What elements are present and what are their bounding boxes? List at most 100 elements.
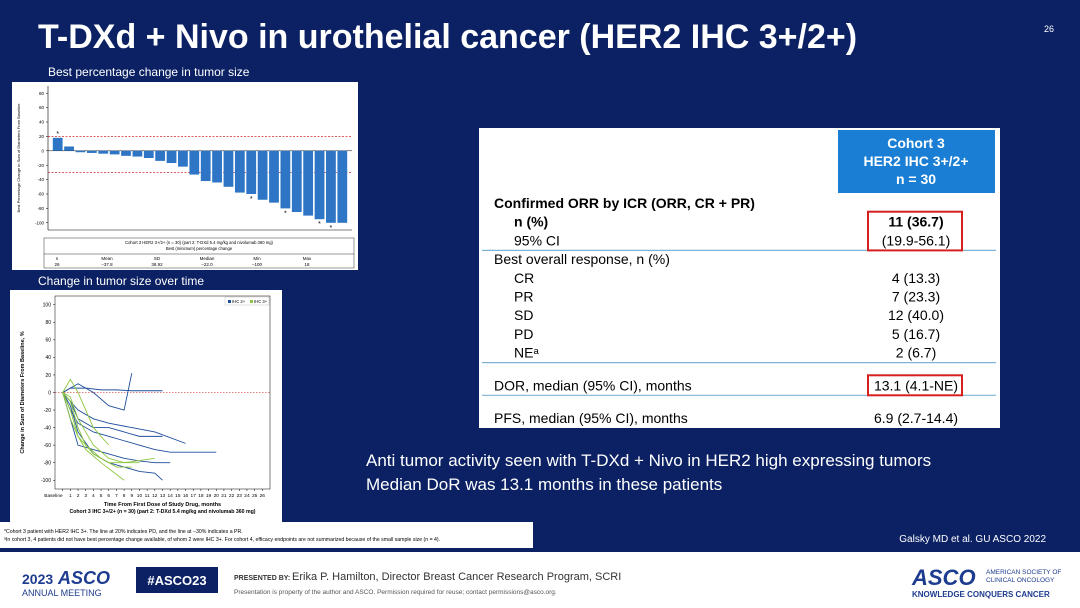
legend-swatch — [228, 300, 231, 303]
flag: * — [330, 225, 333, 232]
bar — [98, 150, 109, 154]
patient-line — [62, 373, 133, 411]
chart-panel — [10, 290, 282, 522]
stats-column: Min — [253, 256, 261, 261]
y-tick-label: -60 — [44, 443, 51, 449]
slide-number: 26 — [1044, 24, 1054, 34]
stats-caption: Cohort 3 HER2 3+/2+ (n = 30) (part 2: T-… — [125, 240, 273, 245]
table-header: HER2 IHC 3+/2+ — [863, 153, 968, 169]
bar — [234, 150, 245, 193]
x-tick-label: 17 — [191, 493, 197, 499]
bar — [121, 150, 131, 156]
patient-line — [62, 392, 171, 464]
flag: * — [284, 210, 287, 217]
x-tick-label: 2 — [77, 493, 80, 499]
y-tick-label: -20 — [37, 163, 44, 168]
x-tick-label: 7 — [115, 493, 118, 499]
x-axis-title: Time From First Dose of Study Drug, mont… — [104, 502, 221, 508]
stats-column: SD — [154, 256, 161, 261]
x-tick-label: 10 — [137, 493, 143, 499]
x-tick-label: 3 — [84, 493, 87, 499]
table-header: Cohort 3 — [887, 135, 945, 151]
row-value: 5 (16.7) — [892, 326, 940, 342]
x-tick-label: 24 — [244, 493, 250, 499]
y-tick-label: 100 — [43, 303, 52, 309]
bar — [223, 150, 234, 187]
patient-line — [62, 378, 110, 446]
y-tick-label: -40 — [44, 425, 51, 431]
bar — [86, 150, 97, 153]
x-tick-label: 9 — [130, 493, 133, 499]
y-tick-label: 60 — [45, 338, 51, 344]
bar — [52, 137, 63, 151]
footer-year: 2023 — [22, 571, 53, 587]
x-tick-label: 11 — [145, 493, 150, 499]
y-tick-label: -20 — [44, 408, 51, 414]
row-label: SD — [514, 307, 533, 323]
body-text: Median DoR was 13.1 months in these pati… — [366, 475, 722, 494]
footer-meeting: ANNUAL MEETING — [22, 588, 102, 598]
row-label: CR — [514, 270, 534, 286]
x-tick-label: 25 — [252, 493, 258, 499]
bar — [337, 150, 348, 223]
row-value: (19.9-56.1) — [882, 232, 950, 248]
y-tick-label: 0 — [41, 148, 44, 153]
legend-swatch — [250, 300, 253, 303]
x-tick-label: 20 — [214, 493, 220, 499]
y-tick-label: -80 — [44, 460, 51, 466]
row-value: 7 (23.3) — [892, 289, 940, 305]
stats-value: 38.92 — [151, 262, 163, 267]
bar — [64, 146, 74, 151]
x-tick-label: 13 — [160, 493, 166, 499]
bar — [155, 150, 166, 161]
patient-line — [62, 392, 125, 481]
legend-label: IHC 2+ — [232, 299, 246, 304]
y-axis-title: Best Percentage Change in Sum of Diamete… — [16, 103, 21, 213]
presented-by: PRESENTED BY: — [234, 575, 290, 582]
stats-caption: Best (minimum) percentage change — [166, 246, 233, 251]
footnote-panel — [0, 522, 533, 548]
row-value: 6.9 (2.7-14.4) — [874, 410, 958, 426]
bar — [178, 150, 188, 167]
x-tick-label: 4 — [92, 493, 95, 499]
row-label: PR — [514, 289, 533, 305]
x-tick-label: 21 — [221, 493, 227, 499]
bar — [132, 150, 143, 157]
patient-line — [62, 387, 163, 393]
y-tick-label: 0 — [48, 390, 51, 396]
x-tick-label: Baseline — [44, 493, 63, 499]
society-name: AMERICAN SOCIETY OF — [986, 569, 1061, 576]
y-tick-label: 80 — [39, 91, 45, 96]
legend-frame — [224, 296, 270, 306]
stats-column: Max — [303, 256, 312, 261]
bar — [246, 150, 257, 194]
bar — [212, 150, 222, 183]
stats-column: n — [56, 256, 59, 261]
chart-caption: Change in tumor size over time — [38, 274, 204, 288]
y-tick-label: -100 — [41, 478, 51, 484]
x-tick-label: 23 — [237, 493, 243, 499]
x-tick-label: 26 — [260, 493, 266, 499]
stats-value: −37.8 — [101, 262, 113, 267]
y-tick-label: 20 — [45, 373, 51, 379]
x-tick-label: 8 — [123, 493, 126, 499]
bar — [109, 150, 120, 155]
x-tick-label: 22 — [229, 493, 235, 499]
body-text: Anti tumor activity seen with T-DXd + Ni… — [366, 451, 931, 470]
x-tick-label: 1 — [69, 493, 72, 499]
row-label: NEᵃ — [514, 345, 539, 361]
y-tick-label: 80 — [45, 320, 51, 326]
subtitle: Cohort 3 IHC 3+/2+ (n = 30) (part 2: T-D… — [69, 509, 255, 515]
bar — [314, 150, 325, 220]
patient-line — [62, 392, 217, 453]
row-value: 12 (40.0) — [888, 307, 944, 323]
stats-column: Median — [200, 256, 215, 261]
stats-column: Mean — [101, 256, 113, 261]
highlight-box — [867, 210, 963, 252]
slide-title: T-DXd + Nivo in urothelial cancer (HER2 … — [38, 18, 857, 56]
row-value: 2 (6.7) — [896, 345, 936, 361]
row-value: 13.1 (4.1-NE) — [874, 377, 958, 393]
patient-line — [62, 392, 186, 444]
